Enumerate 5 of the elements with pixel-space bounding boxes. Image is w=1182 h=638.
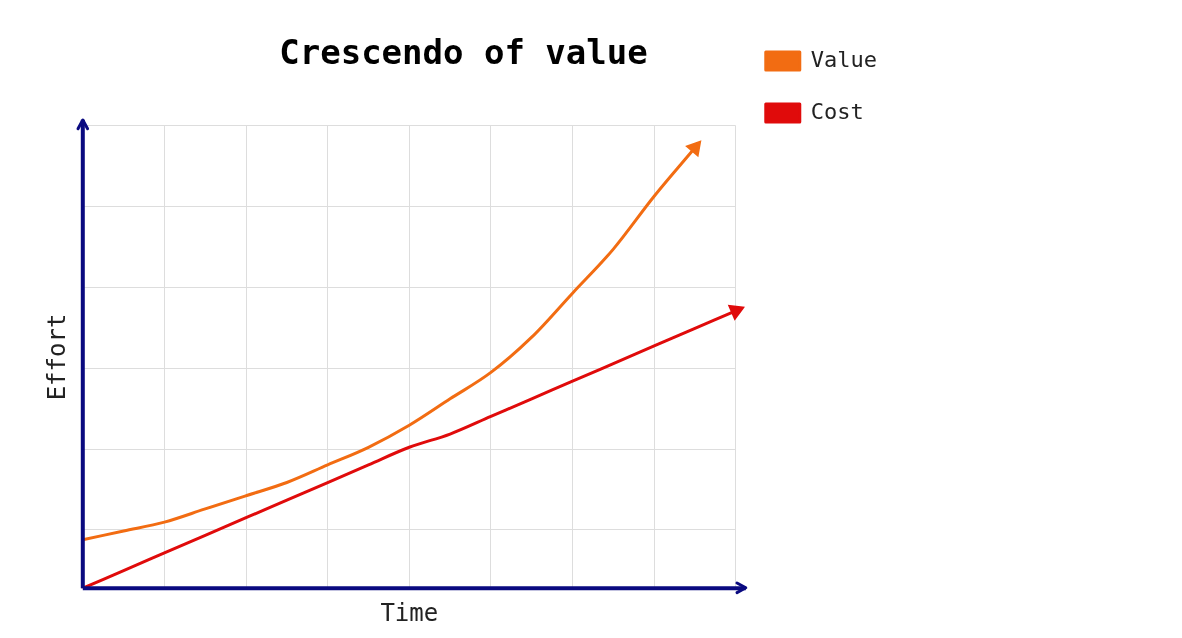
- legend-label: Cost: [810, 98, 864, 124]
- chart-title: Crescendo of value: [279, 32, 648, 73]
- x-axis-title: Time: [380, 598, 439, 627]
- y-axis-title: Effort: [42, 313, 71, 401]
- legend-label: Value: [810, 46, 878, 72]
